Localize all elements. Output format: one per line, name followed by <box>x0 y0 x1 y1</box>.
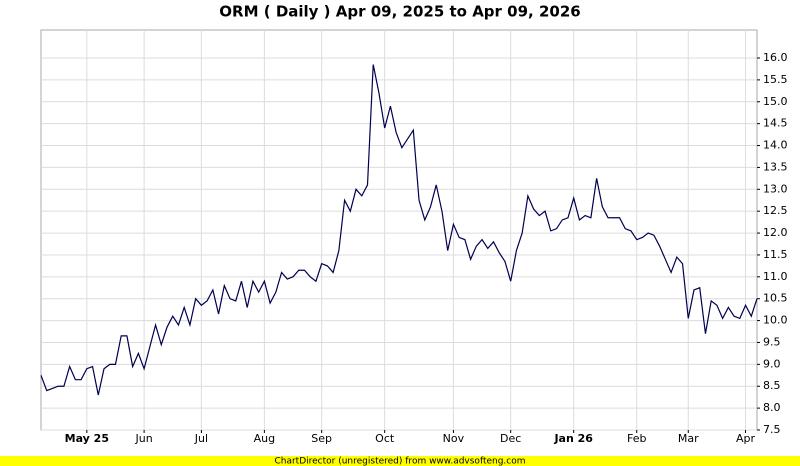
y-tick-label: 12.5 <box>763 204 788 217</box>
x-tick-label: Nov <box>443 432 465 445</box>
y-tick-label: 13.5 <box>763 160 788 173</box>
footer: ChartDirector (unregistered) from www.ad… <box>274 457 525 466</box>
y-tick-label: 16.0 <box>763 51 788 64</box>
y-tick-label: 8.0 <box>763 401 781 414</box>
y-tick-label: 11.0 <box>763 270 788 283</box>
y-tick-label: 12.0 <box>763 226 788 239</box>
x-tick-label: Sep <box>311 432 332 445</box>
y-tick-label: 10.5 <box>763 292 788 305</box>
plot-area <box>40 29 758 431</box>
y-tick-label: 9.5 <box>763 335 781 348</box>
y-tick-label: 7.5 <box>763 423 781 436</box>
y-tick-label: 15.5 <box>763 73 788 86</box>
footer-bar <box>0 456 800 466</box>
y-tick-label: 11.5 <box>763 248 788 261</box>
y-tick-label: 13.0 <box>763 182 788 195</box>
y-tick-label: 10.0 <box>763 314 788 327</box>
chart-title: ORM ( Daily ) Apr 09, 2025 to Apr 09, 20… <box>219 3 580 21</box>
y-tick-label: 14.0 <box>763 139 788 152</box>
x-tick-label: May 25 <box>65 432 109 445</box>
x-tick-label: Oct <box>375 432 395 445</box>
y-tick-label: 14.5 <box>763 117 788 130</box>
x-tick-label: Dec <box>500 432 521 445</box>
price-line <box>40 64 758 396</box>
x-tick-label: Jun <box>135 432 153 445</box>
y-tick-label: 15.0 <box>763 95 788 108</box>
x-tick-label: Mar <box>678 432 699 445</box>
x-tick-label: Jan 26 <box>553 432 593 445</box>
x-tick-label: Aug <box>254 432 275 445</box>
x-tick-label: Apr <box>736 432 756 445</box>
y-tick-label: 8.5 <box>763 379 781 392</box>
x-tick-label: Feb <box>627 432 646 445</box>
x-tick-label: Jul <box>194 432 208 445</box>
y-tick-label: 9.0 <box>763 357 781 370</box>
